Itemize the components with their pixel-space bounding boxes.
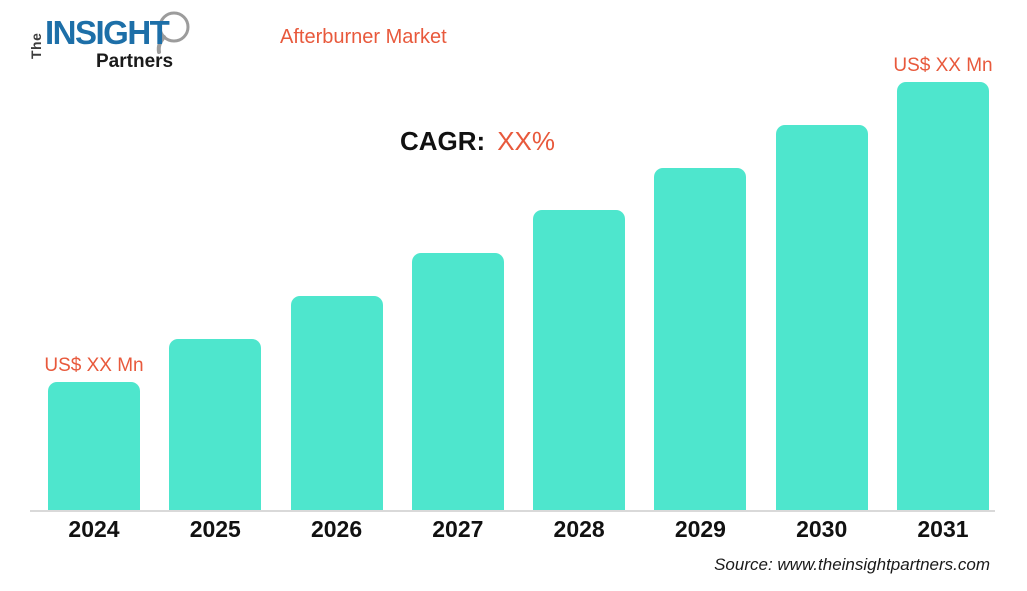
x-axis-label-2030: 2030	[796, 516, 848, 542]
bar-series	[48, 82, 989, 510]
x-axis-labels: 2024 2025 2026 2027 2028 2029 2030 2031	[48, 516, 989, 544]
x-axis-label-2031: 2031	[917, 516, 969, 542]
cagr-value: XX%	[497, 126, 556, 156]
logo-word-the: The	[28, 32, 44, 60]
x-axis-label-2026: 2026	[310, 516, 363, 542]
bar-2027	[411, 253, 504, 510]
magnifier-icon	[156, 11, 190, 54]
bar-value-label-first: US$ XX Mn	[44, 355, 144, 376]
x-axis-label-2024: 2024	[68, 516, 120, 542]
insight-partners-logo: The INSIGHT Partners	[28, 8, 208, 80]
bar-2031	[896, 82, 989, 510]
cagr-label: CAGR:	[400, 126, 486, 156]
bar-2028	[533, 210, 626, 510]
bar-2030	[775, 125, 868, 510]
logo-word-partners: Partners	[96, 51, 174, 72]
bar-value-label-last: US$ XX Mn	[893, 55, 993, 76]
bar-2025	[169, 339, 262, 510]
bar-2024	[48, 382, 140, 510]
x-axis-line	[30, 510, 995, 512]
source-attribution: Source: www.theinsightpartners.com	[714, 555, 990, 574]
x-axis-label-2025: 2025	[189, 516, 241, 542]
logo-word-insight: INSIGHT	[45, 14, 170, 51]
bar-2029	[654, 168, 747, 510]
bar-2026	[290, 296, 383, 510]
chart-title: Afterburner Market	[280, 26, 447, 48]
x-axis-label-2028: 2028	[553, 516, 605, 542]
x-axis-label-2027: 2027	[432, 516, 484, 542]
x-axis-label-2029: 2029	[674, 516, 726, 542]
cagr-annotation: CAGR: XX%	[400, 127, 555, 156]
